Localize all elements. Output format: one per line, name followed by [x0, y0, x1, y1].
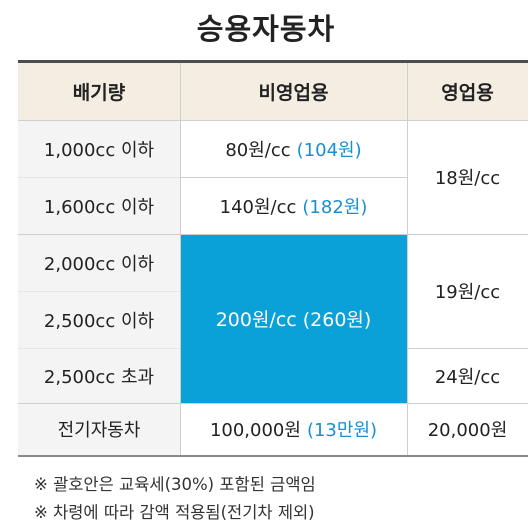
row-divider	[18, 348, 180, 349]
row-label-2500: 2,500cc 이하	[18, 291, 180, 348]
row-divider	[180, 177, 407, 178]
noncommercial-merged-highlight: 200원/cc (260원)	[180, 234, 407, 403]
noncommercial-1000: 80원/cc (104원)	[180, 120, 407, 177]
row-label-2500-over: 2,500cc 초과	[18, 348, 180, 403]
header-divider	[18, 120, 528, 121]
noncommercial-1600-main: 140원/cc	[219, 196, 297, 218]
row-divider	[18, 291, 180, 292]
row-label-1600: 1,600cc 이하	[18, 177, 180, 234]
header-noncommercial: 비영업용	[180, 63, 407, 120]
header-commercial: 영업용	[407, 63, 528, 120]
row-label-2000: 2,000cc 이하	[18, 234, 180, 291]
commercial-electric: 20,000원	[407, 403, 528, 455]
noncommercial-1000-main: 80원/cc	[225, 139, 291, 161]
page-title: 승용자동차	[196, 12, 336, 46]
table-bottom-border	[18, 455, 528, 457]
row-divider	[18, 403, 528, 404]
noncommercial-electric: 100,000원 (13만원)	[180, 403, 407, 455]
tax-table: 배기량 비영업용 영업용 1,000cc 이하 1,600cc 이하 2,000…	[18, 60, 528, 457]
column-divider	[180, 63, 181, 455]
noncommercial-1600-paren: (182원)	[302, 196, 368, 218]
noncommercial-merged-paren: (260원)	[302, 309, 372, 331]
row-label-1000: 1,000cc 이하	[18, 120, 180, 177]
noncommercial-1000-paren: (104원)	[296, 139, 362, 161]
row-label-electric: 전기자동차	[18, 403, 180, 455]
noncommercial-electric-main: 100,000원	[209, 420, 301, 441]
column-divider	[407, 63, 408, 455]
row-divider	[407, 348, 528, 349]
noncommercial-electric-paren: (13만원)	[306, 420, 378, 441]
noncommercial-merged-main: 200원/cc	[215, 309, 297, 331]
header-displacement: 배기량	[18, 63, 180, 120]
commercial-mid: 19원/cc	[407, 234, 528, 348]
note-age-reduction: ※ 차령에 따라 감액 적용됨(전기차 제외)	[34, 503, 315, 522]
commercial-large: 24원/cc	[407, 348, 528, 403]
table-top-border	[18, 60, 528, 63]
row-divider	[18, 177, 180, 178]
note-education-tax: ※ 괄호안은 교육세(30%) 포함된 금액임	[34, 475, 316, 494]
row-divider	[18, 234, 528, 235]
noncommercial-1600: 140원/cc (182원)	[180, 177, 407, 234]
commercial-small: 18원/cc	[407, 120, 528, 234]
